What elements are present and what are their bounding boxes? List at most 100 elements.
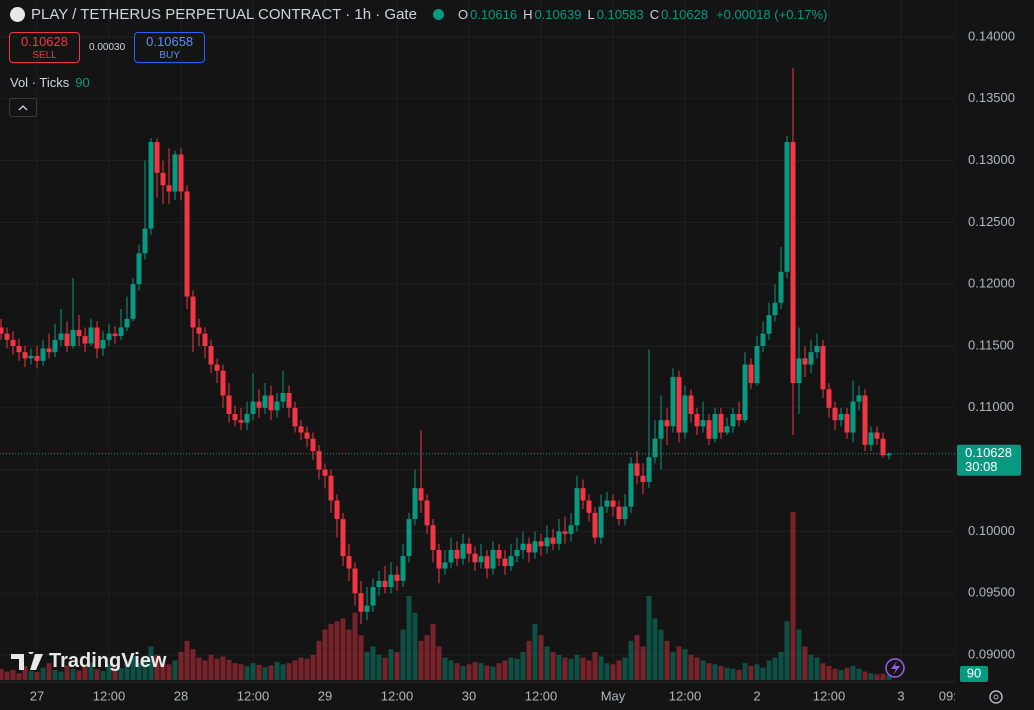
volume-bar [730, 668, 736, 680]
header: PLAY / TETHERUS PERPETUAL CONTRACT · 1h … [10, 6, 827, 23]
candle-body [808, 352, 814, 365]
candle-body [70, 329, 76, 346]
watermark-logo [11, 651, 43, 670]
sell-button[interactable]: 0.10628 SELL [9, 32, 80, 63]
volume-bar [808, 654, 814, 680]
price-label: 0.10628 [965, 445, 1012, 460]
volume-label-bg [960, 666, 988, 682]
candle-body [358, 593, 364, 612]
volume-bar [676, 646, 682, 680]
volume-bar [502, 660, 508, 680]
candle-body [34, 355, 40, 361]
volume-bar [766, 660, 772, 680]
volume-bar [838, 669, 844, 680]
ohlc-close: 0.10628 [661, 7, 709, 22]
candle-body [562, 531, 568, 534]
candle-body [688, 395, 694, 414]
ohlc-key: O [457, 7, 469, 22]
volume-bar [886, 674, 892, 680]
volume-bar [148, 646, 154, 680]
candle-body [772, 302, 778, 316]
volume-bar [142, 658, 148, 680]
candle-body [886, 453, 892, 456]
volume-bar [190, 649, 196, 680]
candle-body [286, 392, 292, 408]
volume-bar [790, 512, 796, 680]
candle-body [868, 432, 874, 445]
candle-body [178, 154, 184, 192]
volume-bar [664, 640, 670, 680]
watermark-text: TradingView [49, 650, 167, 672]
volume-bar [124, 660, 130, 680]
candle-body [352, 568, 358, 594]
volume-bar [364, 652, 370, 680]
candle-body [874, 432, 880, 439]
volume-bar [238, 664, 244, 680]
volume-bar [58, 671, 64, 680]
volume-bar [718, 666, 724, 680]
candle-body [466, 543, 472, 554]
candle-body [544, 537, 550, 547]
volume-bar [154, 654, 160, 680]
candle-body [364, 605, 370, 612]
candle-body [610, 500, 616, 507]
candle-body [802, 358, 808, 365]
x-tick-label: 3 [897, 688, 904, 703]
volume-bar [442, 657, 448, 680]
candle-body [700, 420, 706, 427]
x-tick-label: 27 [30, 688, 44, 703]
volume-bar [628, 640, 634, 680]
candle-body [634, 463, 640, 476]
candle-body [508, 556, 514, 567]
volume-bar [76, 670, 82, 680]
candle-body [280, 392, 286, 402]
candle-body [646, 457, 652, 482]
volume-bar [868, 673, 874, 680]
collapse-button[interactable] [9, 98, 37, 117]
volume-bar [94, 669, 100, 680]
alert-icon[interactable] [885, 658, 905, 678]
volume-bar [106, 664, 112, 680]
volume-bar [592, 652, 598, 680]
volume-bar [22, 666, 28, 680]
x-tick-label: 12:00 [381, 688, 414, 703]
volume-bar [712, 664, 718, 680]
settings-icon[interactable] [989, 690, 1003, 704]
candle-body [652, 438, 658, 458]
candle-body [838, 413, 844, 421]
volume-bar [448, 660, 454, 680]
volume-axis-label: 90 [967, 665, 981, 680]
buy-button[interactable]: 0.10658 BUY [134, 32, 206, 63]
volume-bar [496, 663, 502, 680]
candle-body [4, 333, 10, 340]
price-label-bg [957, 444, 1021, 476]
volume-bar [214, 658, 220, 680]
candle-body [202, 333, 208, 346]
candle-body [778, 271, 784, 303]
candle-body [268, 395, 274, 411]
volume-bar [82, 666, 88, 680]
volume-bar [100, 671, 106, 680]
volume-bar [562, 657, 568, 680]
y-tick-label: 0.13500 [968, 90, 1015, 105]
candle-body [436, 549, 442, 569]
candle-body [766, 315, 772, 334]
candle-body [736, 413, 742, 421]
candle-body [346, 556, 352, 569]
volume-bar [316, 640, 322, 680]
candle-body [184, 191, 190, 297]
volume-bar [358, 635, 364, 680]
alert-bolt [891, 661, 900, 675]
countdown: 30:08 [965, 459, 998, 474]
candle-body [670, 376, 676, 427]
candle-body [40, 348, 46, 361]
x-tick-label: 12:00 [669, 688, 702, 703]
volume-bar [130, 656, 136, 680]
volume-bar [550, 652, 556, 680]
volume-bar [418, 640, 424, 680]
candle-body [370, 587, 376, 606]
candle-body [82, 336, 88, 344]
candle-body [502, 558, 508, 567]
candle-body [232, 413, 238, 421]
volume-bar [4, 671, 10, 680]
